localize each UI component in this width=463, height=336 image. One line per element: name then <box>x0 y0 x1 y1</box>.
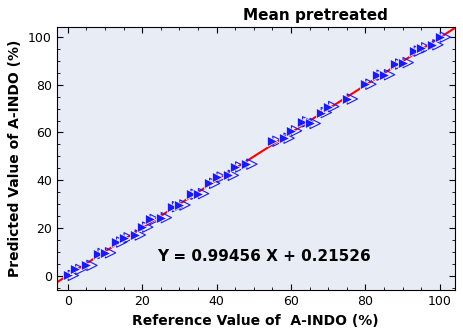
Point <box>306 121 313 126</box>
Point <box>107 250 114 255</box>
Point <box>405 60 412 65</box>
Point <box>131 232 138 238</box>
Point <box>187 192 194 197</box>
Point <box>88 263 96 268</box>
Point <box>416 48 423 54</box>
Point <box>206 181 213 186</box>
Point <box>304 119 312 124</box>
Point <box>343 96 350 102</box>
Point <box>325 104 332 109</box>
Text: Y = 0.99456 X + 0.21526: Y = 0.99456 X + 0.21526 <box>157 249 370 263</box>
Point <box>349 96 356 102</box>
Point <box>175 202 183 208</box>
Point <box>69 273 77 278</box>
Point <box>125 235 133 241</box>
Point <box>200 191 207 196</box>
Point <box>436 35 444 40</box>
Point <box>137 232 144 238</box>
Point <box>83 263 90 268</box>
Point <box>429 42 436 47</box>
Point <box>418 45 425 50</box>
Point <box>391 61 399 67</box>
Point <box>248 161 256 167</box>
Point <box>380 72 388 77</box>
Point <box>146 217 153 222</box>
Point <box>287 128 294 133</box>
Point <box>367 82 375 87</box>
Point <box>101 250 109 255</box>
Point <box>144 224 151 230</box>
Point <box>100 251 107 256</box>
Point <box>312 121 319 126</box>
Point <box>280 135 287 141</box>
Point <box>213 174 220 180</box>
Title: Mean pretreated: Mean pretreated <box>243 8 388 23</box>
Point <box>373 73 380 78</box>
Point <box>399 60 407 65</box>
X-axis label: Reference Value of  A-INDO (%): Reference Value of A-INDO (%) <box>132 314 379 328</box>
Y-axis label: Predicted Value of A-INDO (%): Predicted Value of A-INDO (%) <box>8 40 22 278</box>
Point <box>232 164 239 170</box>
Point <box>410 48 418 54</box>
Point <box>163 215 170 220</box>
Point <box>378 73 386 78</box>
Point <box>237 164 244 170</box>
Point <box>230 173 237 178</box>
Point <box>193 192 200 197</box>
Point <box>323 110 330 115</box>
Point <box>138 224 146 230</box>
Point <box>181 202 188 208</box>
Point <box>293 128 300 133</box>
Point <box>269 138 276 144</box>
Point <box>151 217 159 222</box>
Point <box>386 72 393 77</box>
Point <box>194 191 202 196</box>
Point <box>299 119 306 124</box>
Point <box>224 173 232 178</box>
Point <box>94 251 101 256</box>
Point <box>77 267 85 272</box>
Point <box>397 61 404 67</box>
Point <box>174 204 181 209</box>
Point <box>211 181 219 186</box>
Point <box>219 174 226 180</box>
Point <box>243 161 250 167</box>
Point <box>442 35 449 40</box>
Point <box>330 104 338 109</box>
Point <box>434 42 442 47</box>
Point <box>120 235 127 241</box>
Point <box>285 135 293 141</box>
Point <box>168 204 175 209</box>
Point <box>64 273 71 278</box>
Point <box>118 240 125 245</box>
Point <box>274 138 282 144</box>
Point <box>113 240 120 245</box>
Point <box>71 267 79 272</box>
Point <box>317 110 325 115</box>
Point <box>423 45 431 50</box>
Point <box>362 82 369 87</box>
Point <box>157 215 164 220</box>
